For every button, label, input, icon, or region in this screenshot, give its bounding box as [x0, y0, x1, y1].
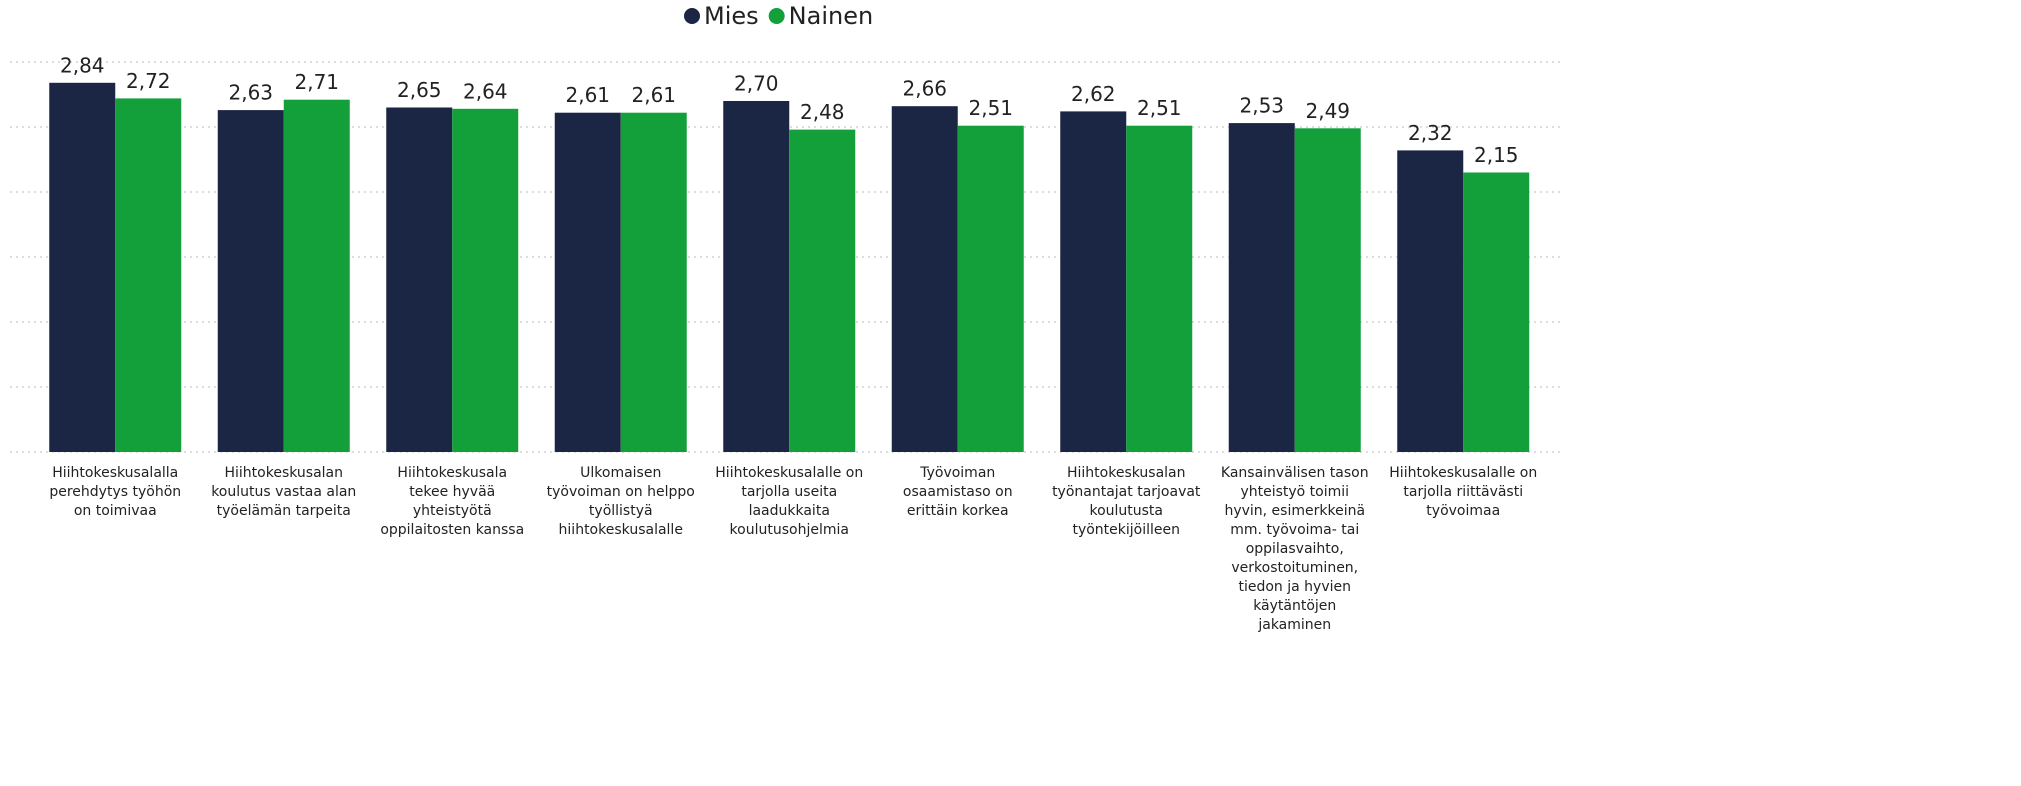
legend-label: Mies — [704, 2, 759, 30]
x-tick-label: Hiihtokeskusalan työnantajat tarjoavat k… — [1052, 465, 1201, 538]
bar — [957, 125, 1024, 452]
bar — [554, 112, 621, 452]
x-tick-label: Hiihtokeskusalalla perehdytys työhön on … — [49, 465, 182, 519]
bar — [1397, 150, 1464, 452]
legend-marker — [684, 8, 700, 24]
value-label: 2,53 — [1239, 94, 1284, 118]
bar — [386, 107, 453, 452]
bar — [620, 112, 687, 452]
bar — [1294, 128, 1361, 453]
value-label: 2,63 — [228, 81, 273, 105]
value-label: 2,51 — [1137, 96, 1182, 120]
bar — [1228, 123, 1295, 452]
value-label: 2,71 — [294, 70, 339, 94]
value-label: 2,72 — [126, 69, 171, 93]
value-label: 2,61 — [631, 83, 676, 107]
legend-marker — [768, 8, 785, 24]
bar — [891, 106, 958, 452]
value-label: 2,51 — [968, 96, 1013, 120]
value-label: 2,62 — [1071, 82, 1116, 106]
bar — [723, 101, 790, 452]
value-label: 2,61 — [565, 83, 610, 107]
bar — [1126, 125, 1193, 452]
x-tick-label: Hiihtokeskusalalle on tarjolla useita la… — [715, 465, 864, 538]
bar — [1463, 172, 1530, 452]
legend-label: Nainen — [789, 2, 874, 30]
x-tick-label: Hiihtokeskusalan koulutus vastaa alan ty… — [211, 465, 357, 519]
bar — [217, 110, 284, 452]
bar — [49, 82, 116, 453]
value-label: 2,64 — [463, 79, 508, 103]
value-label: 2,48 — [800, 100, 845, 124]
x-tick-label: Kansainvälisen tason yhteistyö toimii hy… — [1220, 465, 1369, 633]
x-tick-label: Työvoiman osaamistaso on erittäin korkea — [902, 465, 1013, 519]
x-tick-label: Hiihtokeskusala tekee hyvää yhteistyötä … — [380, 465, 525, 538]
value-label: 2,49 — [1305, 99, 1350, 123]
value-label: 2,15 — [1474, 143, 1519, 167]
value-label: 2,66 — [902, 77, 947, 101]
x-tick-label: Ulkomaisen työvoiman on helppo työllisty… — [546, 465, 695, 538]
value-label: 2,65 — [397, 78, 442, 102]
bar — [452, 108, 519, 453]
bar — [283, 99, 350, 452]
x-tick-label: Hiihtokeskusalalle on tarjolla riittäväs… — [1389, 465, 1538, 519]
bar — [1060, 111, 1127, 453]
bar — [115, 98, 182, 453]
bar — [789, 129, 856, 452]
value-label: 2,70 — [734, 72, 779, 96]
value-label: 2,32 — [1408, 121, 1453, 145]
value-label: 2,84 — [60, 53, 105, 77]
